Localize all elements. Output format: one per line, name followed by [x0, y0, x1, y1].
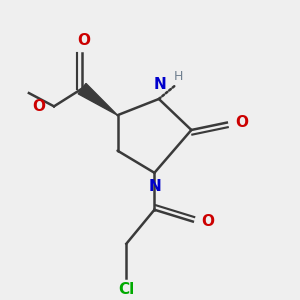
Text: H: H [173, 70, 183, 83]
Text: N: N [154, 77, 167, 92]
Text: O: O [201, 214, 214, 229]
Polygon shape [78, 83, 118, 115]
Text: N: N [148, 179, 161, 194]
Text: O: O [33, 99, 46, 114]
Text: O: O [235, 115, 248, 130]
Text: Cl: Cl [118, 282, 134, 297]
Text: O: O [77, 33, 90, 48]
